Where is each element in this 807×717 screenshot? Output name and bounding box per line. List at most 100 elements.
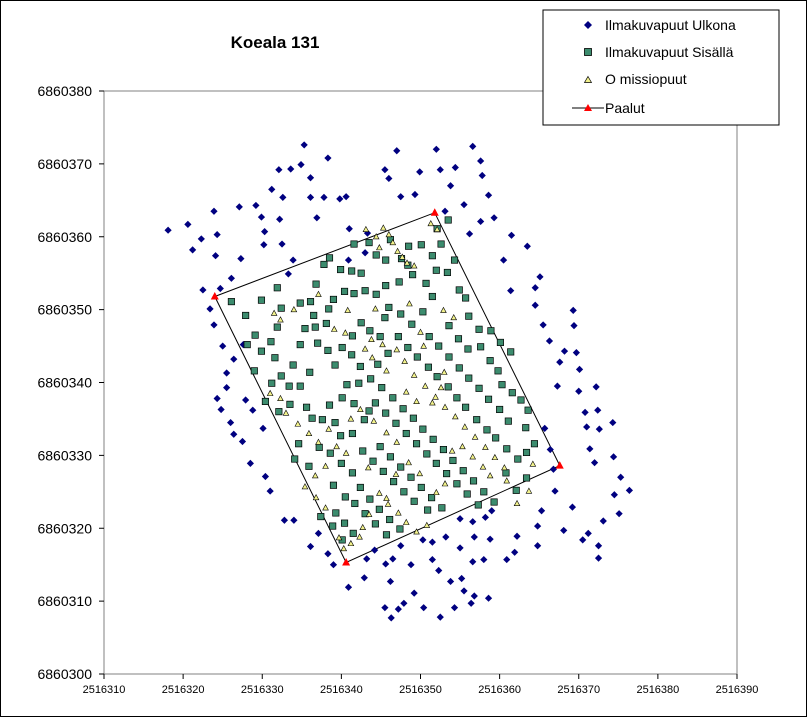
- point-sisalla: [318, 416, 326, 424]
- point-ulkona: [545, 337, 554, 345]
- point-ulkona: [342, 193, 350, 201]
- point-sisalla: [432, 266, 440, 274]
- point-omissio: [429, 399, 436, 406]
- point-sisalla: [277, 304, 285, 312]
- point-omissio: [315, 438, 322, 445]
- point-ulkona: [451, 163, 459, 172]
- point-sisalla: [429, 435, 437, 443]
- x-tick-label: 2516330: [241, 684, 284, 696]
- point-omissio: [368, 335, 375, 343]
- point-ulkona: [416, 168, 424, 176]
- point-omissio: [491, 453, 499, 461]
- point-ulkona: [534, 542, 542, 550]
- point-sisalla: [504, 417, 512, 425]
- point-sisalla: [273, 284, 281, 292]
- point-omissio: [368, 354, 376, 361]
- point-omissio: [277, 394, 284, 402]
- point-sisalla: [329, 295, 338, 303]
- point-sisalla: [343, 381, 351, 389]
- point-ulkona: [560, 347, 569, 355]
- point-ulkona: [609, 453, 618, 461]
- legend-marker-paalut: [584, 104, 592, 111]
- point-ulkona: [599, 517, 607, 525]
- point-sisalla: [428, 494, 436, 502]
- point-omissio: [393, 438, 401, 445]
- point-ulkona: [581, 408, 589, 416]
- point-ulkona: [546, 445, 554, 454]
- point-sisalla: [296, 299, 304, 307]
- x-tick-label: 2516360: [478, 684, 521, 696]
- point-omissio: [482, 443, 489, 450]
- point-ulkona: [456, 544, 464, 552]
- point-sisalla: [306, 368, 314, 376]
- point-sisalla: [433, 373, 441, 381]
- point-sisalla: [355, 379, 363, 387]
- point-sisalla: [455, 364, 463, 372]
- point-sisalla: [444, 216, 452, 224]
- point-sisalla: [305, 462, 313, 470]
- point-omissio: [440, 306, 447, 313]
- point-ulkona: [345, 225, 353, 233]
- point-sisalla: [357, 269, 365, 277]
- point-sisalla: [530, 440, 538, 448]
- point-omissio: [312, 494, 320, 501]
- point-ulkona: [276, 215, 284, 223]
- y-tick-label: 6860340: [37, 375, 92, 391]
- point-ulkona: [586, 445, 594, 453]
- point-sisalla: [257, 347, 266, 355]
- point-ulkona: [260, 241, 268, 249]
- point-ulkona: [261, 472, 270, 481]
- point-sisalla: [428, 252, 436, 260]
- x-tick-label: 2516320: [162, 684, 205, 696]
- point-ulkona: [441, 207, 449, 215]
- point-ulkona: [436, 613, 444, 621]
- legend-box: [542, 9, 780, 126]
- point-ulkona: [386, 577, 395, 586]
- point-paalut: [210, 292, 219, 300]
- point-sisalla: [326, 449, 334, 457]
- point-sisalla: [271, 354, 279, 362]
- y-tick-label: 6860350: [37, 302, 92, 318]
- point-sisalla: [329, 522, 337, 530]
- point-sisalla: [483, 426, 491, 434]
- point-sisalla: [351, 499, 359, 508]
- point-ulkona: [499, 256, 508, 264]
- point-omissio: [335, 534, 343, 541]
- point-sisalla: [381, 314, 389, 322]
- point-ulkona: [363, 555, 371, 563]
- point-omissio: [486, 472, 494, 479]
- point-sisalla: [424, 506, 432, 514]
- x-tick-label: 2516390: [716, 684, 759, 696]
- point-sisalla: [371, 520, 379, 528]
- point-sisalla: [386, 453, 394, 461]
- point-omissio: [417, 328, 424, 335]
- x-tick-label: 2516370: [557, 684, 600, 696]
- point-ulkona: [537, 507, 546, 515]
- point-ulkona: [513, 532, 521, 540]
- point-ulkona: [470, 592, 478, 600]
- point-omissio: [342, 329, 349, 336]
- legend: Ilmakuvapuut Ulkona Ilmakuvapuut Sisällä…: [542, 9, 780, 126]
- point-sisalla: [517, 396, 525, 404]
- point-sisalla: [337, 432, 345, 440]
- point-sisalla: [409, 271, 417, 279]
- point-ulkona: [456, 515, 464, 523]
- point-sisalla: [395, 278, 403, 286]
- point-ulkona: [490, 214, 498, 222]
- point-sisalla: [325, 254, 334, 262]
- point-sisalla: [503, 445, 511, 453]
- point-omissio: [364, 464, 372, 471]
- point-sisalla: [473, 416, 481, 424]
- legend-marker-ulkona: [584, 21, 592, 29]
- point-sisalla: [251, 331, 259, 339]
- point-sisalla: [454, 335, 463, 343]
- point-omissio: [452, 413, 459, 420]
- point-sisalla: [356, 483, 364, 491]
- point-ulkona: [394, 605, 402, 613]
- point-sisalla: [522, 474, 531, 482]
- point-omissio: [370, 417, 378, 424]
- point-omissio: [394, 247, 401, 254]
- plot-area: [103, 90, 738, 675]
- point-sisalla: [397, 310, 405, 318]
- point-sisalla: [399, 405, 407, 413]
